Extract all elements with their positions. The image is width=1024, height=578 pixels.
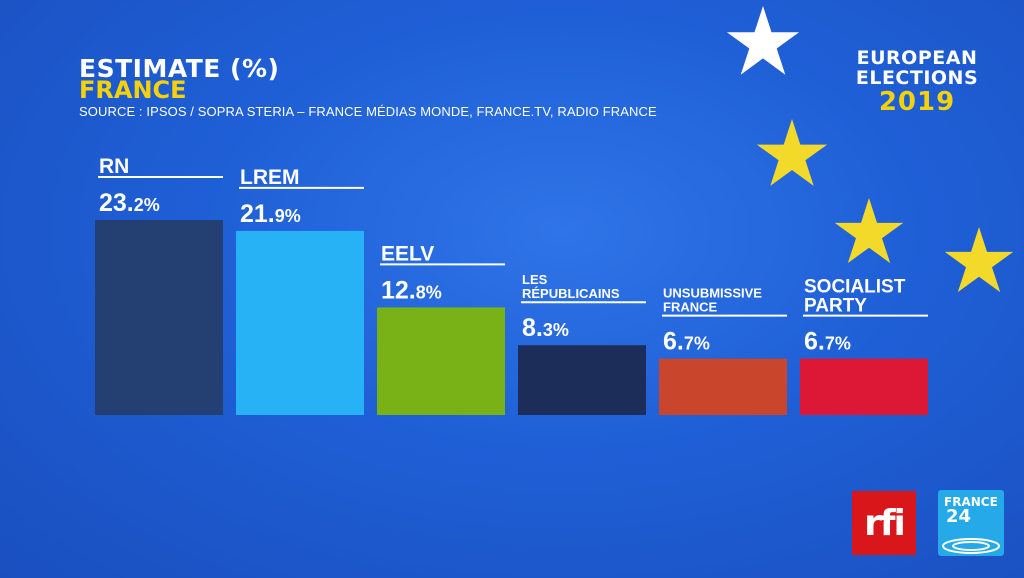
category-label-eelv-0: EELV [381,242,434,265]
value-label-eelv: 12.8% [381,276,442,304]
value-label-lrem: 21.9% [240,200,301,228]
category-label-lrem-0: LREM [240,166,300,189]
election-badge: EUROPEAN ELECTIONS 2019 [846,48,988,116]
category-label-socialist-party-1: PARTY [804,296,867,317]
value-unit-socialist-party: % [835,334,851,354]
value-int-unsubmissive-france: 6. [663,328,684,356]
value-dec-rn: 2 [134,195,144,215]
category-label-les-rpublicains-1: RÉPUBLICAINS [522,286,620,301]
bars-group: 23.2% RN 21.9% LREM 12.8% EELV 8.3% LESRÉPUBLIC… [95,155,928,415]
france24-swoosh-icon [942,538,1000,554]
star-icon-2 [756,119,828,186]
eu-stars [726,6,1014,293]
bar-socialist-party [800,358,928,415]
value-dec-socialist-party: 7 [825,334,835,354]
category-label-unsubmissive-france-1: FRANCE [663,300,717,315]
bar-group-eelv: 12.8% EELV [377,242,505,415]
star-icon-4 [944,227,1014,293]
value-int-rn: 23. [99,189,134,217]
badge-line-1: EUROPEAN [856,47,978,69]
category-label-socialist-party-0: SOCIALIST [804,277,906,298]
value-dec-eelv: 8 [416,282,426,302]
category-label-rn-0: RN [99,155,129,178]
bar-group-lrem: 21.9% LREM [236,166,364,415]
value-unit-rn: % [144,195,160,215]
chart-title: ESTIMATE (%) [79,54,280,83]
chart-subtitle: FRANCE [79,76,187,104]
value-unit-les-rpublicains: % [553,320,569,340]
source-note: SOURCE : IPSOS / SOPRA STERIA – FRANCE M… [79,104,657,119]
value-int-socialist-party: 6. [804,328,825,356]
bar-les-rpublicains [518,345,646,415]
value-dec-lrem: 9 [275,206,285,226]
value-int-lrem: 21. [240,200,275,228]
value-dec-unsubmissive-france: 7 [684,334,694,354]
bar-rn [95,220,223,415]
france24-logo-number: 24 [946,506,972,527]
france24-logo: FRANCE 24 [938,490,1004,556]
star-icon-3 [834,198,904,264]
bar-group-rn: 23.2% RN [95,155,223,415]
value-int-les-rpublicains: 8. [522,314,543,342]
value-unit-unsubmissive-france: % [694,334,710,354]
rfi-logo: rfi [852,491,916,555]
star-icon-1 [726,6,800,75]
category-label-unsubmissive-france-0: UNSUBMISSIVE [663,286,762,301]
value-label-unsubmissive-france: 6.7% [663,328,710,356]
value-label-socialist-party: 6.7% [804,328,851,356]
value-unit-eelv: % [426,282,442,302]
value-label-les-rpublicains: 8.3% [522,314,569,342]
bar-lrem [236,230,364,415]
bar-unsubmissive-france [659,358,787,415]
bar-eelv [377,307,505,415]
badge-year: 2019 [878,87,956,117]
badge-line-2: ELECTIONS [855,67,979,89]
value-label-rn: 23.2% [99,189,160,217]
value-unit-lrem: % [285,206,301,226]
category-label-les-rpublicains-0: LES [522,272,548,287]
value-int-eelv: 12. [381,276,416,304]
value-dec-les-rpublicains: 3 [543,320,553,340]
france24-logo-text: FRANCE [944,495,998,509]
